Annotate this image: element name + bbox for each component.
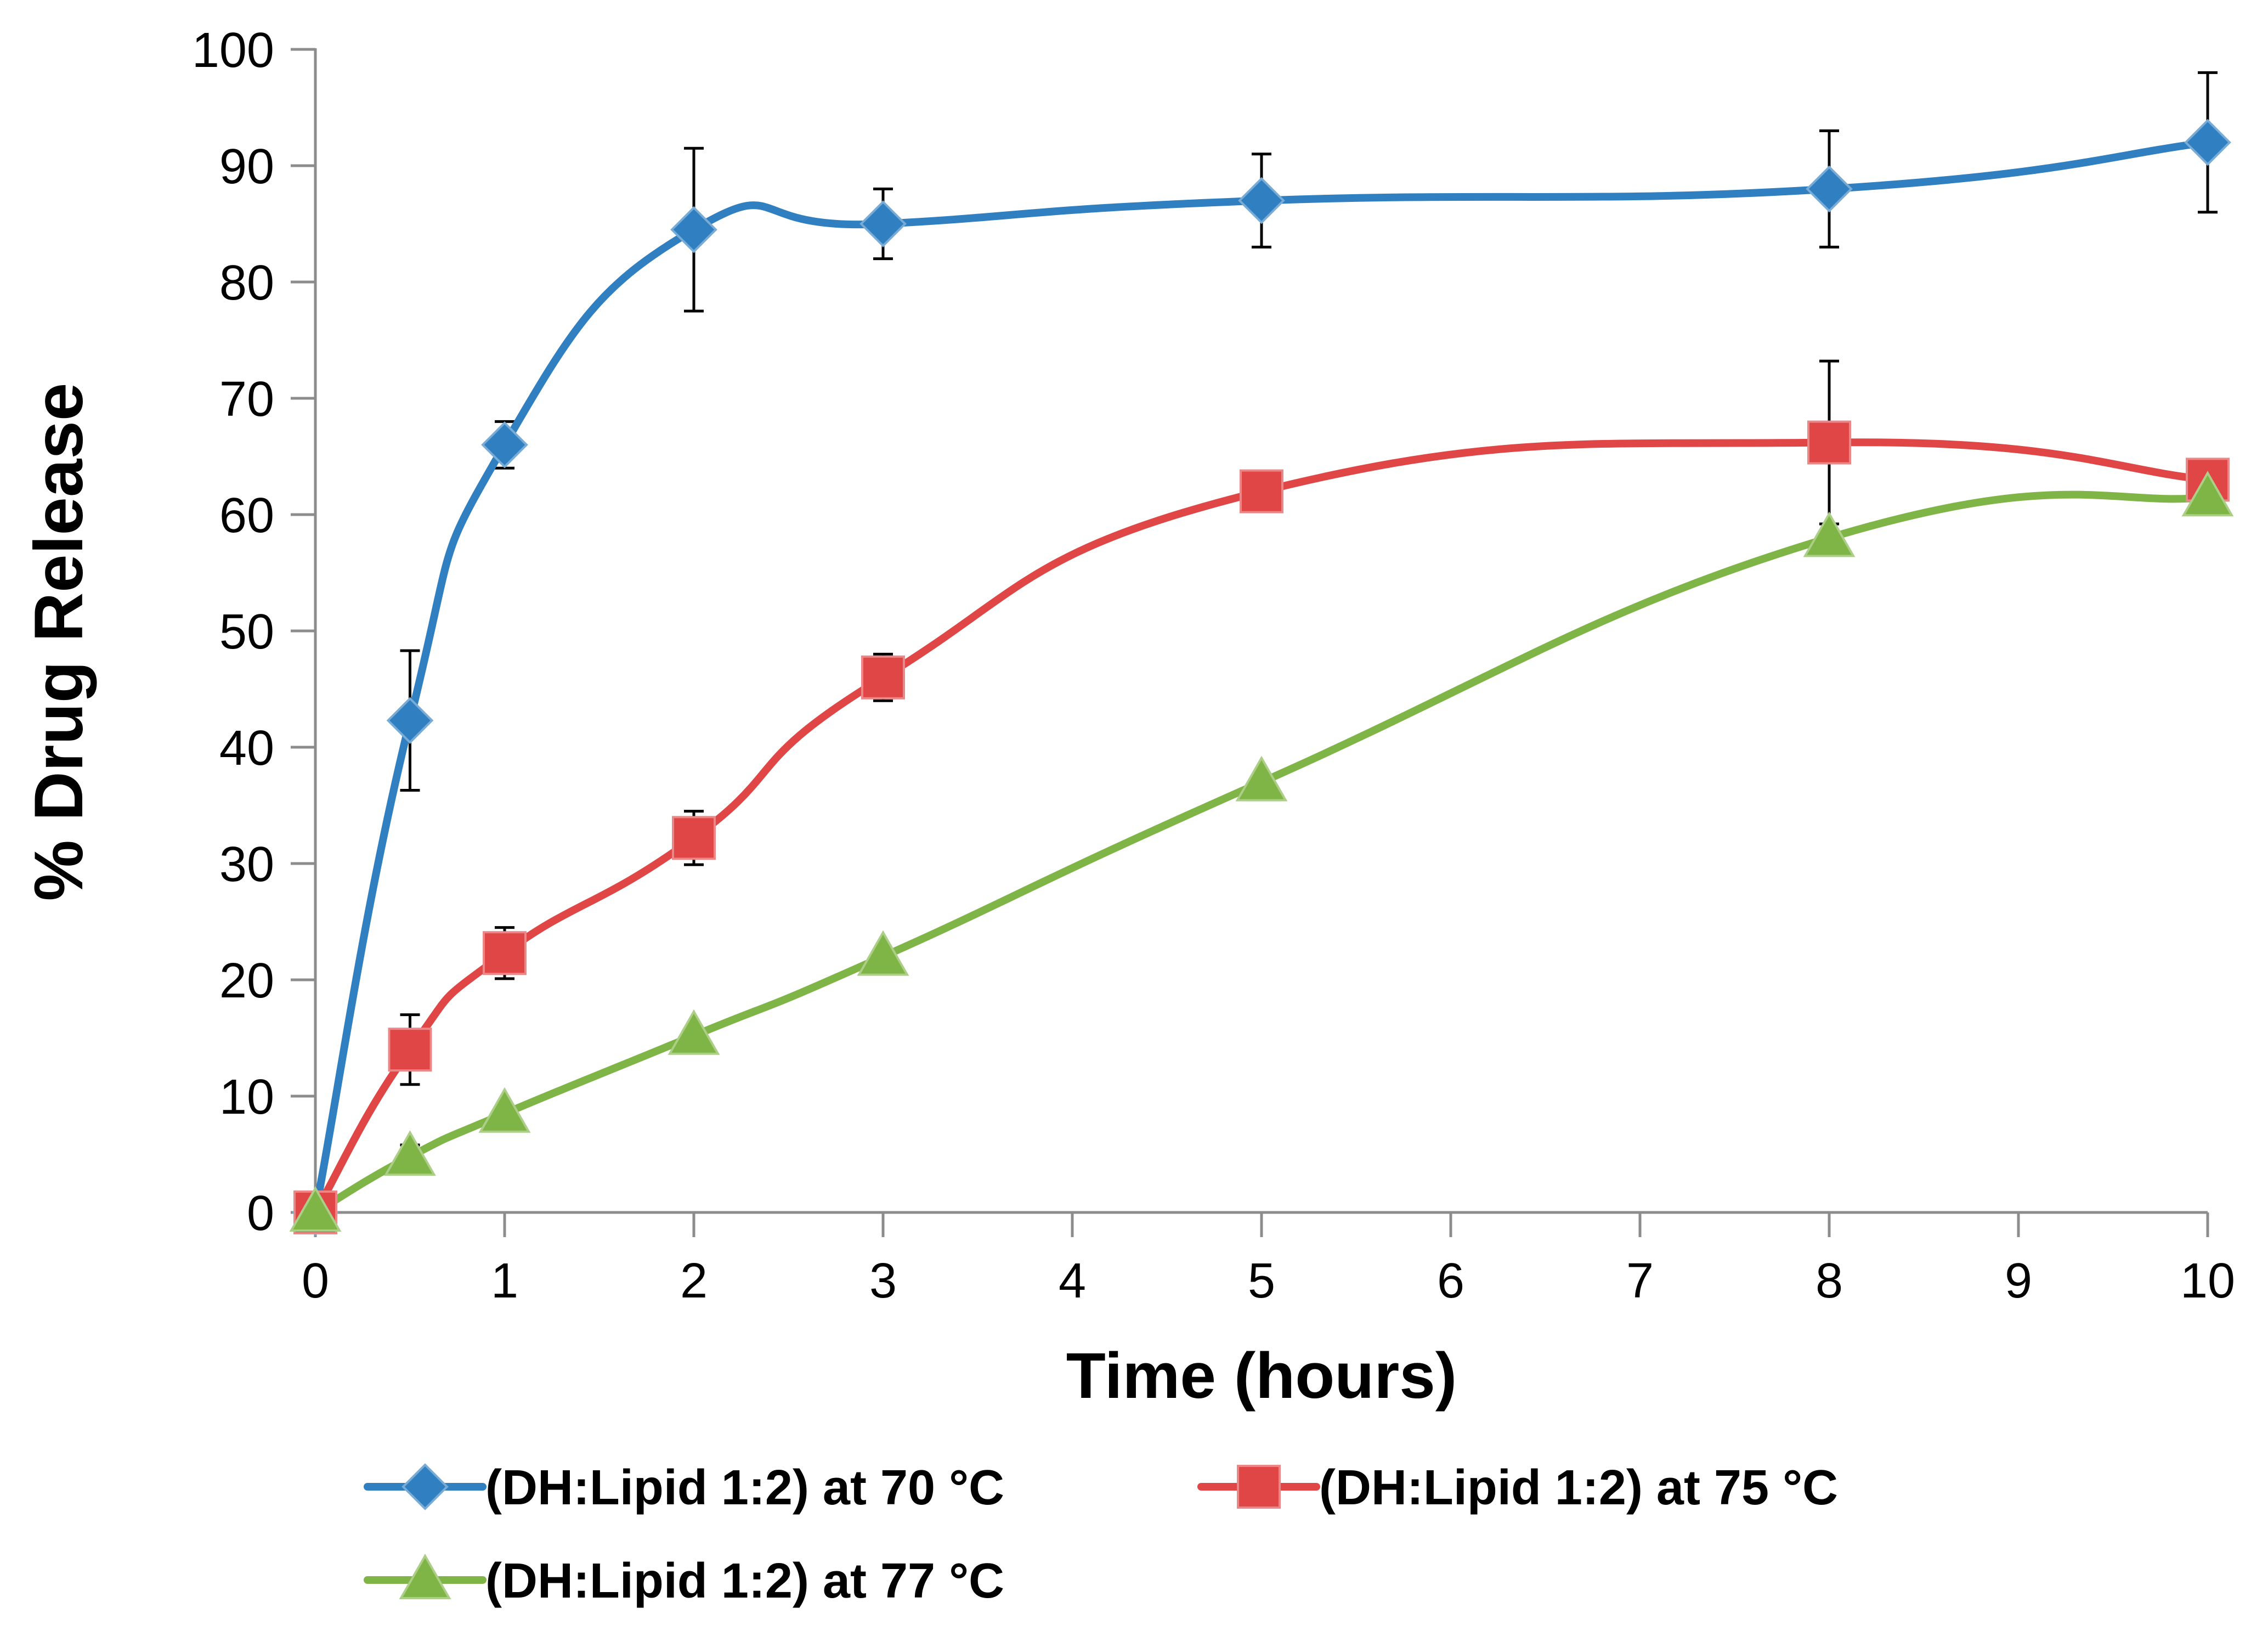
data-point-s3 xyxy=(668,1009,720,1055)
data-point-s2 xyxy=(861,655,905,699)
data-point-s3 xyxy=(478,1087,531,1133)
data-point-s3 xyxy=(289,1186,342,1232)
data-point-s2 xyxy=(1807,420,1851,465)
data-point-s1 xyxy=(386,697,434,744)
data-point-s3 xyxy=(1235,755,1288,802)
y-tick-label: 50 xyxy=(219,605,274,659)
y-tick-label: 0 xyxy=(247,1186,274,1241)
y-tick-label: 100 xyxy=(192,23,274,78)
x-tick-label: 6 xyxy=(1437,1254,1464,1308)
data-point-s1 xyxy=(481,421,528,469)
data-point-s1 xyxy=(670,206,717,253)
y-tick-label: 10 xyxy=(219,1070,274,1125)
x-axis-title: Time (hours) xyxy=(1066,1340,1457,1412)
series-line-1 xyxy=(312,138,2212,1216)
legend-label: (DH:Lipid 1:2) at 75 °C xyxy=(1319,1460,1838,1515)
y-tick-label: 40 xyxy=(219,721,274,776)
legend-label: (DH:Lipid 1:2) at 70 °C xyxy=(485,1460,1004,1515)
data-point-s1 xyxy=(2184,119,2231,166)
data-point-s2 xyxy=(1240,469,1283,514)
data-point-s3 xyxy=(2181,471,2234,517)
legend-swatch-marker xyxy=(401,1463,449,1510)
legend-entry-3: (DH:Lipid 1:2) at 77 °C xyxy=(364,1553,1004,1609)
error-bars xyxy=(400,71,2218,1170)
legend-label: (DH:Lipid 1:2) at 77 °C xyxy=(485,1554,1004,1609)
legend-entry-2: (DH:Lipid 1:2) at 75 °C xyxy=(1197,1460,1838,1515)
series-markers xyxy=(289,119,2234,1236)
y-tick-label: 20 xyxy=(219,953,274,1008)
data-point-s1 xyxy=(859,200,907,247)
x-tick-label: 9 xyxy=(2005,1254,2032,1308)
legend: (DH:Lipid 1:2) at 70 °C (DH:Lipid 1:2) at… xyxy=(364,1460,1838,1609)
data-point-s3 xyxy=(857,930,909,976)
x-tick-label: 1 xyxy=(491,1254,518,1308)
data-point-s1 xyxy=(1806,165,1853,213)
x-tick-label: 4 xyxy=(1059,1254,1086,1308)
x-tick-label: 7 xyxy=(1626,1254,1654,1308)
data-point-s1 xyxy=(1238,177,1285,224)
y-tick-label: 80 xyxy=(219,256,274,311)
y-tick-label: 60 xyxy=(219,488,274,543)
y-tick-label: 70 xyxy=(219,372,274,427)
data-point-s3 xyxy=(384,1130,436,1176)
series-lines xyxy=(312,138,2212,1216)
series-line-3 xyxy=(312,490,2212,1216)
x-tick-label: 3 xyxy=(869,1254,897,1308)
legend-swatch-marker xyxy=(1237,1465,1281,1509)
y-axis-title: % Drug Release xyxy=(21,383,97,901)
axes: 0 10 20 30 40 50 60 70 80 90 100 0 1 2 3 4 5 6 7 8 9 10 xyxy=(192,23,2235,1308)
x-tick-label: 5 xyxy=(1248,1254,1275,1308)
y-tick-label: 90 xyxy=(219,139,274,194)
x-tick-label: 10 xyxy=(2180,1254,2235,1308)
y-tick-label: 30 xyxy=(219,837,274,892)
x-tick-label: 8 xyxy=(1815,1254,1843,1308)
legend-entry-1: (DH:Lipid 1:2) at 70 °C xyxy=(364,1460,1004,1515)
x-tick-label: 2 xyxy=(680,1254,708,1308)
data-point-s3 xyxy=(1803,511,1856,557)
legend-swatch-marker xyxy=(399,1553,451,1599)
data-point-s2 xyxy=(388,1028,432,1072)
series-line-2 xyxy=(312,438,2212,1216)
data-point-s2 xyxy=(672,816,716,860)
x-tick-label: 0 xyxy=(302,1254,329,1308)
data-point-s2 xyxy=(483,931,527,975)
